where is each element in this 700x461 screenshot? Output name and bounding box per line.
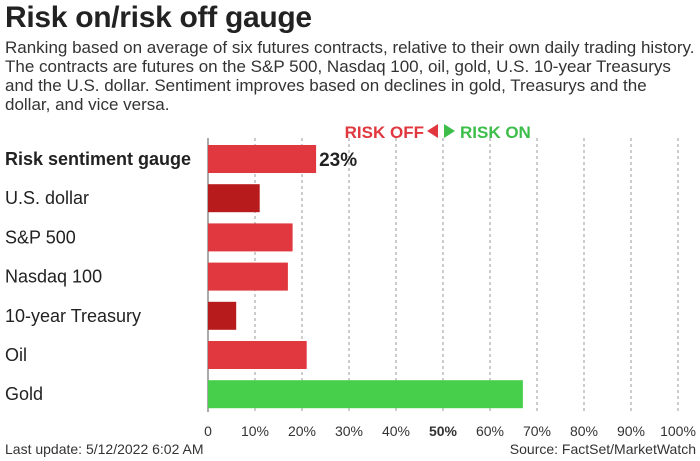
risk-on-label: RISK ON bbox=[460, 123, 531, 142]
bar bbox=[208, 223, 293, 252]
bars: 23% bbox=[208, 145, 523, 409]
bar bbox=[208, 184, 260, 213]
category-label: U.S. dollar bbox=[5, 188, 89, 208]
x-tick-label: 70% bbox=[523, 423, 551, 439]
bar bbox=[208, 380, 523, 409]
x-tick-label: 60% bbox=[476, 423, 504, 439]
category-labels: Risk sentiment gauge U.S. dollar S&P 500 Na… bbox=[5, 149, 191, 404]
x-tick-label: 20% bbox=[288, 423, 316, 439]
x-tick-label: 90% bbox=[617, 423, 645, 439]
bar bbox=[208, 341, 307, 369]
chart-subtitle: Ranking based on average of six futures … bbox=[5, 38, 695, 114]
right-arrow-icon bbox=[444, 124, 455, 138]
x-tick-label: 50% bbox=[429, 423, 458, 439]
risk-legend: RISK OFF RISK ON bbox=[345, 123, 531, 142]
chart-title: Risk on/risk off gauge bbox=[5, 1, 312, 34]
category-label: S&P 500 bbox=[5, 227, 76, 247]
value-label: 23% bbox=[319, 150, 357, 171]
category-label: Risk sentiment gauge bbox=[5, 149, 191, 169]
x-tick-label: 80% bbox=[570, 423, 598, 439]
x-tick-label: 40% bbox=[382, 423, 410, 439]
category-label: 10-year Treasury bbox=[5, 306, 141, 326]
x-tick-label: 0 bbox=[204, 423, 212, 439]
source-note: Source: FactSet/MarketWatch bbox=[509, 441, 696, 457]
x-tick-labels: 0 10% 20% 30% 40% 50% 60% 70% 80% 90% 100% bbox=[204, 423, 696, 439]
x-tick-label: 30% bbox=[335, 423, 363, 439]
category-label: Oil bbox=[5, 345, 27, 365]
left-arrow-icon bbox=[427, 124, 438, 138]
last-update: Last update: 5/12/2022 6:02 AM bbox=[5, 441, 204, 457]
category-label: Nasdaq 100 bbox=[5, 267, 102, 287]
category-label: Gold bbox=[5, 384, 43, 404]
bar bbox=[208, 301, 237, 330]
x-tick-label: 10% bbox=[241, 423, 269, 439]
risk-off-label: RISK OFF bbox=[345, 123, 424, 142]
bar bbox=[208, 262, 288, 291]
x-tick-label: 100% bbox=[660, 423, 696, 439]
bar bbox=[208, 145, 317, 173]
